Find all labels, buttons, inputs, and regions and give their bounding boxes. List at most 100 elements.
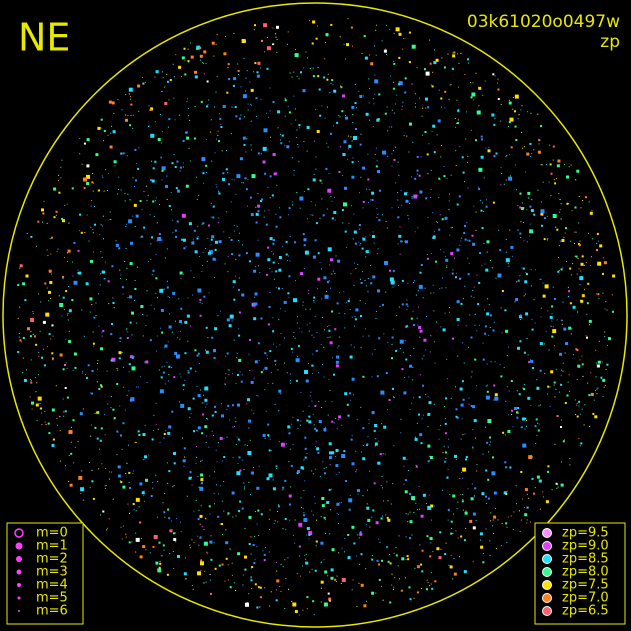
star <box>173 97 175 99</box>
star <box>507 516 509 518</box>
star <box>308 534 311 536</box>
star <box>447 468 449 470</box>
star <box>343 43 345 45</box>
star <box>398 306 400 308</box>
zp-swatch <box>542 528 552 538</box>
star <box>360 406 362 408</box>
star <box>381 303 384 306</box>
star <box>365 524 367 526</box>
star <box>42 221 43 223</box>
star <box>168 517 171 520</box>
star <box>374 442 378 446</box>
star <box>373 103 375 105</box>
star <box>120 189 122 191</box>
star <box>475 72 477 74</box>
star <box>327 592 330 595</box>
star <box>456 248 460 252</box>
star <box>563 236 565 238</box>
star <box>100 224 102 226</box>
star <box>111 101 115 105</box>
star <box>216 34 218 35</box>
star <box>187 407 191 411</box>
star <box>173 154 175 156</box>
star <box>189 367 192 370</box>
star <box>414 106 416 108</box>
star <box>260 200 262 202</box>
star <box>324 400 326 402</box>
star <box>251 588 253 590</box>
star <box>254 559 256 561</box>
star <box>229 419 231 421</box>
star <box>468 397 470 399</box>
star <box>426 316 427 317</box>
star <box>297 356 299 357</box>
star <box>269 605 271 607</box>
star <box>523 221 524 223</box>
star <box>433 292 435 294</box>
star <box>359 563 361 565</box>
star <box>193 430 195 433</box>
star <box>135 441 137 443</box>
star <box>354 316 356 318</box>
star <box>381 585 382 587</box>
star <box>232 286 234 288</box>
star <box>414 177 417 180</box>
star <box>61 159 63 161</box>
star <box>289 448 291 450</box>
zp-label: zp=8.5 <box>562 552 609 567</box>
star <box>438 177 441 180</box>
star <box>375 54 377 56</box>
star <box>101 175 103 177</box>
star <box>122 525 124 527</box>
star <box>397 243 399 245</box>
star <box>450 252 454 255</box>
star <box>126 462 128 464</box>
star <box>172 219 174 221</box>
star <box>46 346 48 348</box>
star <box>95 315 97 316</box>
star <box>602 272 604 275</box>
star <box>236 471 241 476</box>
star <box>361 247 364 250</box>
star <box>331 548 335 552</box>
star <box>111 323 113 325</box>
star <box>567 286 569 288</box>
star <box>90 226 92 228</box>
star <box>526 209 528 211</box>
star <box>459 244 461 246</box>
star <box>262 146 267 151</box>
star <box>255 97 258 100</box>
star <box>225 372 227 374</box>
star <box>104 278 106 280</box>
star <box>96 412 98 413</box>
star <box>390 75 391 77</box>
star <box>227 369 229 371</box>
star <box>169 79 172 81</box>
star <box>443 251 445 253</box>
star <box>126 329 128 331</box>
star <box>109 471 111 473</box>
star <box>482 202 484 204</box>
star <box>444 432 447 435</box>
star <box>219 523 221 525</box>
star <box>112 408 115 411</box>
star <box>278 441 280 443</box>
star <box>509 117 514 122</box>
star <box>179 170 181 172</box>
star <box>163 511 166 514</box>
star <box>530 521 531 523</box>
star <box>35 343 38 346</box>
star <box>38 293 40 295</box>
star <box>275 36 277 38</box>
star <box>172 532 175 535</box>
star <box>19 339 22 342</box>
star <box>178 401 180 403</box>
star <box>320 516 322 518</box>
star <box>207 552 209 554</box>
star <box>35 391 37 393</box>
star <box>235 258 237 260</box>
star <box>382 599 384 601</box>
star <box>288 588 290 590</box>
star <box>288 255 289 257</box>
star <box>478 105 480 107</box>
